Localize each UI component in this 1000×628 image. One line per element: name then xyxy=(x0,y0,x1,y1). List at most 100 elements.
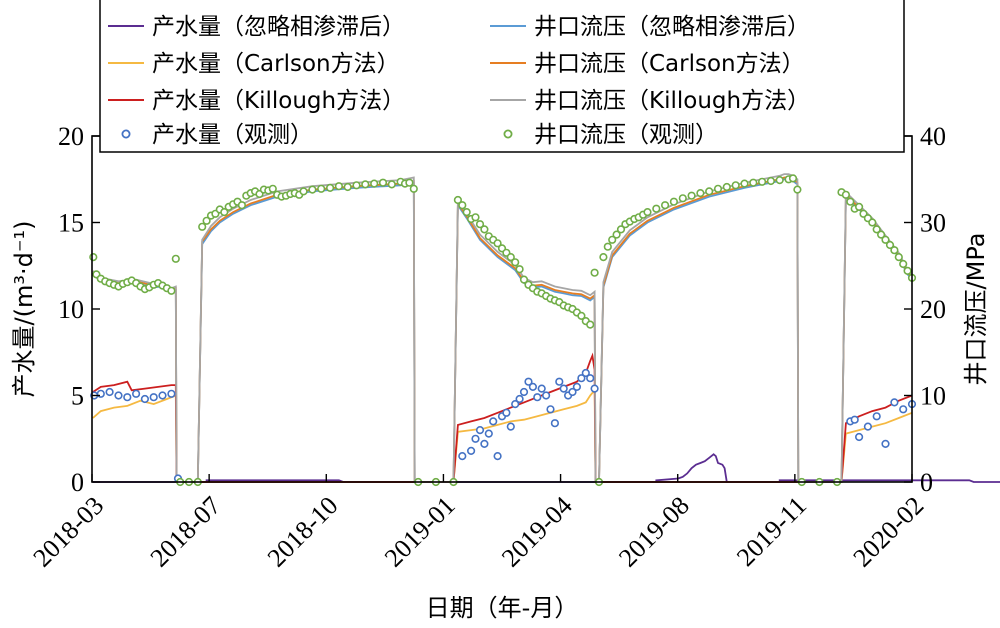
y-left-tick-label: 5 xyxy=(71,382,84,411)
legend: 产水量（忽略相渗滞后） 井口流压（忽略相渗滞后） 产水量（Carlson方法） 井口流… xyxy=(99,0,905,153)
series-6-point xyxy=(167,389,176,398)
y-axis-left-label: 产水量/(m³·d⁻¹) xyxy=(10,221,38,398)
series-7-point xyxy=(899,259,908,269)
x-tick-label: 2019-11 xyxy=(731,491,812,572)
series-6-point xyxy=(577,374,586,383)
series-7-point xyxy=(511,258,520,267)
series-6-point xyxy=(458,452,467,461)
series-7-point xyxy=(713,184,723,193)
series-6-point xyxy=(105,387,114,397)
series-7-point xyxy=(749,178,758,187)
series-7-point xyxy=(696,189,705,198)
series-7-point xyxy=(757,177,767,186)
series-7-point xyxy=(493,239,502,248)
series-7-point xyxy=(854,202,864,211)
series-7-point xyxy=(299,187,308,196)
series-6-point xyxy=(493,452,502,461)
series-7-point xyxy=(660,201,670,210)
series-7-point xyxy=(167,286,176,295)
series-7-point xyxy=(788,174,798,183)
series-6-point xyxy=(467,446,476,456)
x-tick-label: 2019-08 xyxy=(613,491,695,573)
x-tick-label: 2018-07 xyxy=(145,491,227,573)
series-6-point xyxy=(890,398,899,407)
series-7-point xyxy=(616,225,626,234)
legend-label: 井口流压（忽略相渗滞后） xyxy=(534,14,810,40)
series-7-point xyxy=(506,253,515,262)
legend-label: 产水量（Killough方法） xyxy=(152,88,405,114)
series-7-point xyxy=(480,225,489,234)
series-5-line xyxy=(92,173,913,483)
series-7-point xyxy=(740,179,749,188)
series-7-point xyxy=(171,254,180,263)
legend-swatch xyxy=(503,129,513,139)
series-6-point xyxy=(475,426,485,435)
y-axis-right-label: 井口流压/MPa xyxy=(962,233,990,386)
series-4-line xyxy=(92,352,913,483)
series-7-point xyxy=(370,179,379,188)
y-left-tick-label: 0 xyxy=(71,468,84,497)
y-left-tick-label: 10 xyxy=(58,295,84,324)
series-7-point xyxy=(471,213,480,222)
series-7-point xyxy=(722,182,731,192)
series-6-point xyxy=(881,439,890,449)
legend-label: 井口流压（Carlson方法） xyxy=(534,51,805,77)
legend-label: 井口流压（观测） xyxy=(534,122,718,148)
series-6-point xyxy=(480,439,489,449)
series-7-point xyxy=(405,178,414,187)
series-group xyxy=(89,173,1000,487)
series-7-point xyxy=(268,184,277,193)
series-7-point xyxy=(678,194,687,203)
series-7-point xyxy=(894,253,903,262)
series-6-point xyxy=(511,400,520,409)
series-6-point xyxy=(586,374,595,383)
series-6-point xyxy=(114,391,123,400)
series-7-point xyxy=(515,265,524,274)
series-6-point xyxy=(515,394,524,404)
plot-frame xyxy=(91,135,913,483)
y-right-tick-label: 0 xyxy=(920,468,933,497)
series-6-point xyxy=(524,377,533,386)
series-7-point xyxy=(586,320,595,329)
series-6-point xyxy=(546,405,555,414)
series-6-point xyxy=(590,384,599,393)
series-7-point xyxy=(378,178,388,187)
y-right-tick-label: 10 xyxy=(920,382,946,411)
series-3-line xyxy=(92,176,913,483)
series-7-point xyxy=(903,266,912,276)
series-7-point xyxy=(846,197,855,206)
series-6-point xyxy=(484,429,493,438)
series-6-point xyxy=(528,382,538,392)
series-7-point xyxy=(237,201,246,210)
series-7-point xyxy=(881,235,890,244)
series-6-point xyxy=(158,391,167,400)
series-6-point xyxy=(899,405,908,414)
series-6-point xyxy=(533,393,542,402)
series-6-point xyxy=(502,408,511,417)
series-6-point xyxy=(863,422,873,431)
series-7-point xyxy=(608,235,617,244)
series-6-point xyxy=(140,394,149,404)
y-right-tick-label: 30 xyxy=(920,209,946,238)
series-6-point xyxy=(872,412,881,421)
series-6-point xyxy=(489,417,498,426)
x-axis-label: 日期（年-月） xyxy=(426,594,579,622)
series-7-point xyxy=(519,275,529,284)
series-7-point xyxy=(868,218,877,227)
x-tick-label: 2019-01 xyxy=(379,491,461,573)
series-6-point xyxy=(572,382,582,392)
y-left-tick-label: 20 xyxy=(58,122,84,151)
series-7-point xyxy=(577,311,586,321)
legend-label: 井口流压（Killough方法） xyxy=(534,88,810,114)
x-tick-label: 2018-10 xyxy=(262,491,344,573)
series-7-point xyxy=(643,208,652,217)
series-6-point xyxy=(850,415,859,424)
series-7-point xyxy=(317,184,326,193)
series-6-point xyxy=(581,368,590,378)
y-right-tick-label: 40 xyxy=(920,122,946,151)
series-6-point xyxy=(555,377,564,386)
series-6-point xyxy=(537,384,546,393)
series-7-point xyxy=(458,201,467,210)
series-6-point xyxy=(506,422,515,431)
